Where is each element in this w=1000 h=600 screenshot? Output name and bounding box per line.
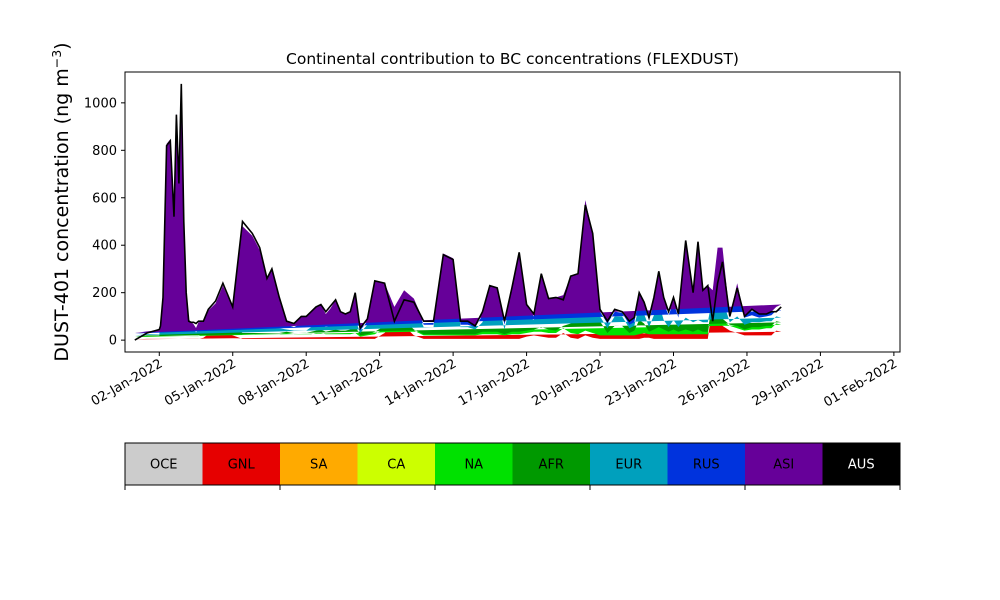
x-tick-label: 26-Jan-2022 bbox=[676, 356, 753, 409]
legend-label-na: NA bbox=[464, 458, 483, 473]
legend-swatch-na bbox=[435, 443, 513, 485]
area-rus bbox=[134, 85, 782, 334]
legend-swatch-asi bbox=[745, 443, 823, 485]
x-tick-label: 02-Jan-2022 bbox=[89, 356, 166, 409]
x-tick-label: 08-Jan-2022 bbox=[236, 356, 313, 409]
total-line bbox=[134, 83, 782, 341]
x-tick-label: 11-Jan-2022 bbox=[309, 356, 386, 409]
legend-frame bbox=[124, 442, 901, 486]
x-tick-label: 29-Jan-2022 bbox=[750, 356, 827, 409]
y-axis-label: DUST-401 concentration (ng m−3) bbox=[49, 42, 74, 361]
y-axis-label-exponent: −3 bbox=[49, 50, 64, 68]
y-tick-label: 1000 bbox=[84, 96, 117, 111]
chart-title: Continental contribution to BC concentra… bbox=[286, 50, 739, 68]
legend-label-aus: AUS bbox=[848, 458, 875, 473]
plot-frame bbox=[124, 71, 901, 353]
legend-colorbar: OCE GNL SA CA NA AFR EUR RUS ASI AUS bbox=[124, 442, 901, 490]
legend-label-afr: AFR bbox=[539, 458, 564, 473]
x-tick-label: 23-Jan-2022 bbox=[603, 356, 680, 409]
y-axis-label-main: DUST-401 concentration (ng m bbox=[51, 68, 73, 361]
x-axis: 02-Jan-202205-Jan-202208-Jan-202211-Jan-… bbox=[89, 352, 900, 410]
legend-swatch-eur bbox=[590, 443, 668, 485]
y-tick-label: 0 bbox=[109, 334, 117, 349]
legend-swatch-oce bbox=[125, 443, 203, 485]
legend-label-sa: SA bbox=[310, 458, 327, 473]
legend-label-asi: ASI bbox=[773, 458, 794, 473]
y-axis-label-close: ) bbox=[51, 42, 73, 49]
legend-swatch-rus bbox=[667, 443, 745, 485]
x-tick-label: 14-Jan-2022 bbox=[383, 356, 460, 409]
legend-label-ca: CA bbox=[387, 458, 405, 473]
legend-swatch-afr bbox=[512, 443, 590, 485]
x-tick-label: 17-Jan-2022 bbox=[456, 356, 533, 409]
legend-swatch-sa bbox=[280, 443, 358, 485]
y-tick-label: 400 bbox=[92, 239, 117, 254]
plot-area bbox=[124, 71, 901, 353]
legend-swatch-ca bbox=[357, 443, 435, 485]
y-tick-label: 200 bbox=[92, 286, 117, 301]
legend-label-eur: EUR bbox=[615, 458, 642, 473]
legend-label-oce: OCE bbox=[150, 458, 178, 473]
x-tick-label: 20-Jan-2022 bbox=[529, 356, 606, 409]
legend-swatch-aus bbox=[822, 443, 900, 485]
legend-label-rus: RUS bbox=[693, 458, 720, 473]
y-axis: 0 200 400 600 800 1000 bbox=[84, 96, 125, 349]
y-tick-label: 600 bbox=[92, 191, 117, 206]
legend-swatch-gnl bbox=[202, 443, 280, 485]
x-tick-label: 05-Jan-2022 bbox=[162, 356, 239, 409]
legend-label-gnl: GNL bbox=[228, 458, 256, 473]
y-tick-label: 800 bbox=[92, 144, 117, 159]
x-tick-label: 01-Feb-2022 bbox=[821, 356, 900, 410]
